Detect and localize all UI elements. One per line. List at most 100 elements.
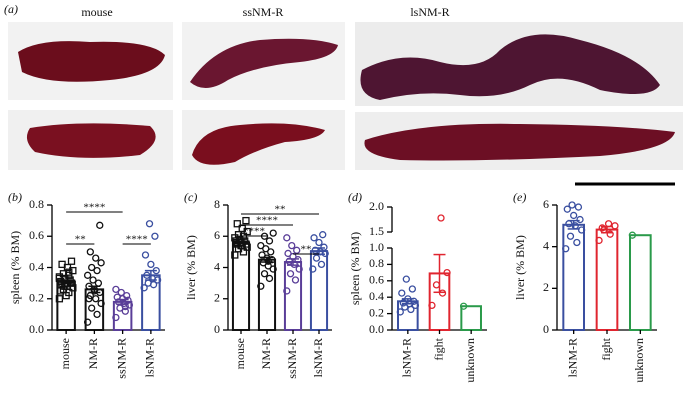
data-point	[242, 216, 250, 225]
significance-label: **	[75, 234, 86, 246]
y-tick-label: 0	[543, 322, 549, 336]
y-tick-label: 0.2	[369, 305, 384, 319]
data-point	[291, 276, 300, 284]
x-tick-label: fight	[431, 337, 445, 360]
data-point	[309, 265, 317, 273]
data-point	[295, 265, 303, 273]
data-point	[562, 245, 570, 253]
data-point	[93, 310, 101, 319]
data-point	[573, 238, 581, 247]
y-tick-label: 1.0	[369, 240, 384, 254]
data-point	[432, 281, 441, 289]
panel-label: (d)	[348, 190, 362, 204]
data-point	[437, 214, 445, 222]
y-tick-label: 6	[214, 228, 220, 242]
data-point	[628, 231, 637, 239]
y-tick-label: 0.0	[29, 322, 44, 336]
data-point	[399, 299, 407, 307]
data-point	[55, 295, 64, 303]
data-point	[140, 284, 148, 292]
bar	[595, 228, 619, 331]
y-tick-label: 0.2	[29, 291, 44, 305]
data-point	[565, 220, 573, 228]
data-point	[123, 291, 131, 300]
data-point	[570, 211, 578, 220]
data-point	[396, 308, 404, 316]
photos	[8, 22, 683, 186]
data-point	[92, 254, 100, 262]
data-point	[283, 287, 291, 295]
data-point	[112, 285, 120, 294]
data-point	[83, 318, 92, 326]
x-tick-label: mouse	[58, 338, 72, 369]
data-point	[290, 260, 298, 269]
x-tick-label: NM-R	[259, 338, 273, 369]
y-tick-label: 2.0	[369, 199, 384, 213]
data-point	[288, 241, 296, 250]
y-axis-title: spleen (% BM)	[8, 231, 22, 304]
data-point	[459, 302, 468, 310]
photo-label: mouse	[81, 5, 112, 19]
data-point	[319, 231, 327, 239]
data-point	[58, 260, 66, 269]
x-tick-label: lsNM-R	[311, 338, 325, 377]
data-point	[598, 224, 606, 232]
data-point	[267, 248, 275, 256]
bar	[629, 234, 652, 331]
panel-label: (c)	[184, 190, 197, 204]
data-point	[398, 289, 406, 297]
data-point	[233, 220, 241, 228]
y-tick-label: 6	[543, 197, 549, 211]
data-point	[88, 263, 96, 272]
data-point	[257, 282, 265, 290]
significance-label: ****	[243, 226, 265, 238]
data-point	[260, 270, 269, 278]
y-tick-label: 8	[214, 197, 220, 211]
y-tick-label: 0.0	[369, 322, 384, 336]
data-point	[563, 205, 571, 213]
panel-label: (b)	[8, 190, 22, 204]
x-tick-label: ssNM-R	[114, 338, 128, 379]
data-point	[65, 268, 73, 276]
bar	[562, 223, 585, 332]
y-tick-label: 4	[543, 238, 549, 252]
significance-label: ****	[126, 234, 148, 246]
data-point	[62, 291, 70, 300]
y-tick-label: 0.4	[29, 259, 44, 273]
significance-label: ****	[83, 202, 105, 214]
x-tick-label: lsNM-R	[143, 338, 157, 377]
data-point	[89, 276, 97, 284]
data-point	[67, 257, 76, 265]
data-point	[294, 256, 302, 264]
y-tick-label: 2	[214, 291, 220, 305]
y-tick-label: 0.8	[369, 256, 384, 270]
y-axis-title: spleen (% BM)	[348, 232, 362, 305]
data-point	[148, 274, 156, 283]
y-tick-label: 0.6	[29, 228, 44, 242]
data-point	[121, 307, 129, 315]
data-point	[86, 248, 94, 256]
data-point	[55, 274, 64, 283]
data-point	[262, 245, 270, 253]
y-axis-title: liver (% BM)	[184, 235, 198, 300]
data-point	[606, 230, 614, 238]
data-point	[117, 288, 125, 297]
photo-label: lsNM-R	[410, 5, 449, 19]
data-point	[574, 203, 583, 211]
data-point	[315, 238, 323, 247]
data-point	[269, 265, 277, 273]
panel-label: (e)	[513, 190, 526, 204]
data-point	[312, 254, 321, 262]
data-point	[408, 285, 417, 293]
data-point	[231, 251, 239, 259]
y-axis-title: liver (% BM)	[513, 235, 527, 300]
x-tick-label: ssNM-R	[285, 338, 299, 379]
x-tick-label: unknown	[632, 338, 646, 383]
data-point	[269, 229, 277, 237]
x-tick-label: NM-R	[86, 338, 100, 369]
panel-label: (a)	[4, 2, 18, 16]
data-point	[402, 275, 410, 283]
photo-label: ssNM-R	[243, 5, 284, 19]
y-tick-label: 2	[543, 280, 549, 294]
